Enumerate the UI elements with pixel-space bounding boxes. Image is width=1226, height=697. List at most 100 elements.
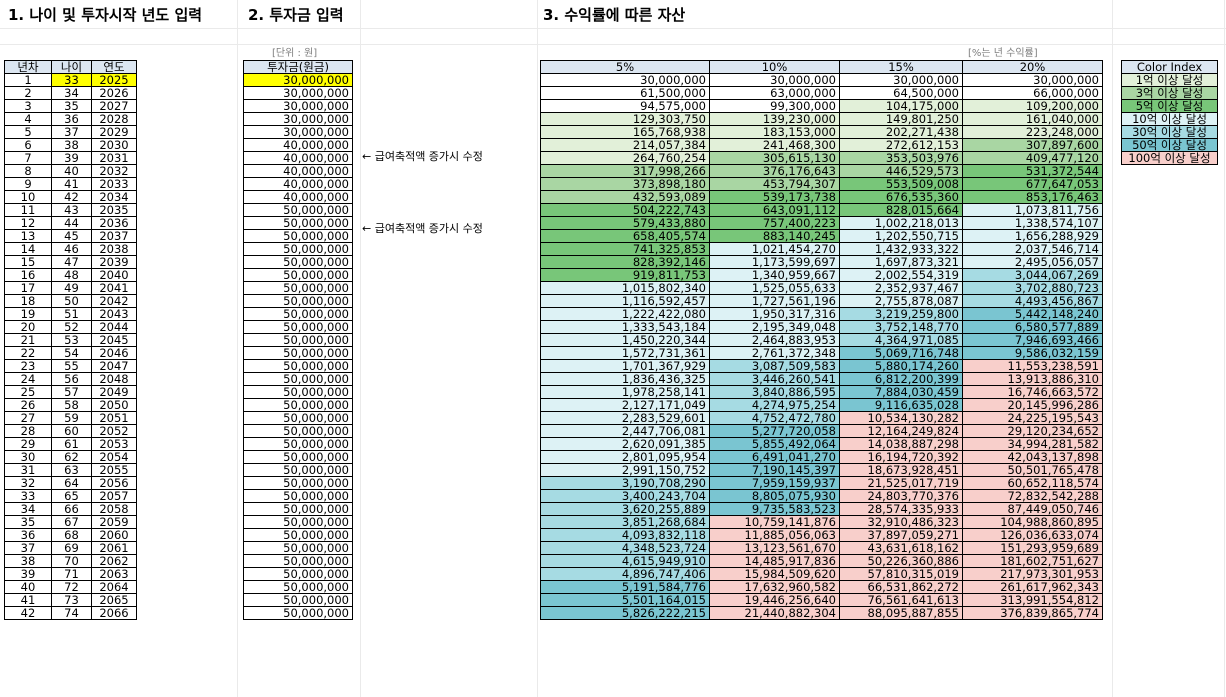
cell-year: 2035 (91, 203, 137, 217)
cell-year-index: 28 (4, 424, 52, 438)
table-row: 741,325,853 1,021,454,270 1,432,933,322 2,0… (540, 242, 1103, 256)
cell-year-index: 29 (4, 437, 52, 451)
table-row: 50,000,000 (243, 528, 353, 542)
cell-principal: 30,000,000 (243, 125, 353, 139)
cell-year-index: 18 (4, 294, 52, 308)
cell-age: 49 (51, 281, 92, 295)
table-row: 4,615,949,910 14,485,917,836 50,226,360,88… (540, 554, 1103, 568)
table-row: 50,000,000 (243, 255, 353, 269)
table-row: 579,433,880 757,400,223 1,002,218,013 1,338… (540, 216, 1103, 230)
cell-asset-rate-5: 1,333,543,184 (540, 320, 710, 334)
cell-asset-rate-20: 9,586,032,159 (962, 346, 1103, 360)
cell-asset-rate-10: 7,959,159,937 (709, 476, 840, 490)
table-row: 50,000,000 (243, 515, 353, 529)
cell-asset-rate-5: 3,400,243,704 (540, 489, 710, 503)
table-row: 28 60 2052 (4, 424, 137, 438)
table-row: 2,620,091,385 5,855,492,064 14,038,887,298… (540, 437, 1103, 451)
cell-year: 2060 (91, 528, 137, 542)
cell-year-index: 37 (4, 541, 52, 555)
table-header-row: 년차 나이 연도 (4, 60, 137, 74)
cell-age: 71 (51, 567, 92, 581)
cell-principal: 50,000,000 (243, 476, 353, 490)
cell-year: 2033 (91, 177, 137, 191)
age-year-table: 년차 나이 연도 1 33 2025 2 34 2026 3 35 2027 4 36 2028 5 37… (4, 60, 137, 620)
cell-age: 69 (51, 541, 92, 555)
table-row: 2,991,150,752 7,190,145,397 18,673,928,451… (540, 463, 1103, 477)
cell-year: 2030 (91, 138, 137, 152)
table-row: 50,000,000 (243, 307, 353, 321)
cell-asset-rate-10: 17,632,960,582 (709, 580, 840, 594)
cell-asset-rate-10: 139,230,000 (709, 112, 840, 126)
cell-year-index: 2 (4, 86, 52, 100)
table-row: 828,392,146 1,173,599,697 1,697,873,321 2,4… (540, 255, 1103, 269)
table-row: 8 40 2032 (4, 164, 137, 178)
table-row: 40 72 2064 (4, 580, 137, 594)
table-row: 11 43 2035 (4, 203, 137, 217)
cell-year: 2026 (91, 86, 137, 100)
cell-year: 2045 (91, 333, 137, 347)
cell-asset-rate-15: 43,631,618,162 (839, 541, 963, 555)
cell-asset-rate-5: 5,826,222,215 (540, 606, 710, 620)
table-row: 23 55 2047 (4, 359, 137, 373)
table-row: 3 35 2027 (4, 99, 137, 113)
cell-asset-rate-20: 20,145,996,286 (962, 398, 1103, 412)
cell-year: 2053 (91, 437, 137, 451)
cell-asset-rate-15: 3,752,148,770 (839, 320, 963, 334)
cell-principal: 40,000,000 (243, 190, 353, 204)
cell-asset-rate-20: 376,839,865,774 (962, 606, 1103, 620)
table-row: 40,000,000 (243, 190, 353, 204)
cell-asset-rate-10: 3,840,886,595 (709, 385, 840, 399)
cell-asset-rate-15: 1,432,933,322 (839, 242, 963, 256)
cell-asset-rate-20: 5,442,148,240 (962, 307, 1103, 321)
cell-asset-rate-20: 66,000,000 (962, 86, 1103, 100)
cell-asset-rate-20: 16,746,663,572 (962, 385, 1103, 399)
table-row: 50,000,000 (243, 424, 353, 438)
cell-asset-rate-10: 10,759,141,876 (709, 515, 840, 529)
cell-principal: 50,000,000 (243, 528, 353, 542)
cell-age: 67 (51, 515, 92, 529)
cell-asset-rate-5: 504,222,743 (540, 203, 710, 217)
cell-age: 72 (51, 580, 92, 594)
cell-asset-rate-20: 161,040,000 (962, 112, 1103, 126)
table-row: 1,015,802,340 1,525,055,633 2,352,937,467 3… (540, 281, 1103, 295)
cell-age: 70 (51, 554, 92, 568)
cell-asset-rate-20: 1,338,574,107 (962, 216, 1103, 230)
table-row: 4,348,523,724 13,123,561,670 43,631,618,16… (540, 541, 1103, 555)
table-row: 50,000,000 (243, 567, 353, 581)
cell-asset-rate-10: 30,000,000 (709, 73, 840, 87)
table-row: 50,000,000 (243, 372, 353, 386)
cell-asset-rate-15: 446,529,573 (839, 164, 963, 178)
cell-principal: 50,000,000 (243, 307, 353, 321)
cell-asset-rate-20: 104,988,860,895 (962, 515, 1103, 529)
cell-asset-rate-20: 60,652,118,574 (962, 476, 1103, 490)
cell-asset-rate-10: 3,087,509,583 (709, 359, 840, 373)
header-rate-5: 5% (540, 60, 710, 74)
table-row: 5,191,584,776 17,632,960,582 66,531,862,27… (540, 580, 1103, 594)
table-row: 50,000,000 (243, 294, 353, 308)
cell-asset-rate-5: 214,057,384 (540, 138, 710, 152)
cell-age: 33 (51, 73, 92, 87)
cell-age: 46 (51, 242, 92, 256)
cell-year-index: 4 (4, 112, 52, 126)
cell-year: 2047 (91, 359, 137, 373)
table-row: 50,000,000 (243, 476, 353, 490)
cell-asset-rate-10: 9,735,583,523 (709, 502, 840, 516)
cell-asset-rate-15: 3,219,259,800 (839, 307, 963, 321)
cell-principal: 50,000,000 (243, 216, 353, 230)
cell-year: 2037 (91, 229, 137, 243)
cell-asset-rate-10: 3,446,260,541 (709, 372, 840, 386)
cell-asset-rate-5: 4,093,832,118 (540, 528, 710, 542)
cell-year-index: 19 (4, 307, 52, 321)
cell-age: 42 (51, 190, 92, 204)
cell-principal: 50,000,000 (243, 567, 353, 581)
cell-year-index: 41 (4, 593, 52, 607)
cell-asset-rate-15: 30,000,000 (839, 73, 963, 87)
cell-asset-rate-15: 5,069,716,748 (839, 346, 963, 360)
cell-asset-rate-20: 72,832,542,288 (962, 489, 1103, 503)
cell-asset-rate-15: 828,015,664 (839, 203, 963, 217)
legend-row: 10억 이상 달성 (1121, 112, 1218, 126)
cell-asset-rate-5: 30,000,000 (540, 73, 710, 87)
cell-principal: 50,000,000 (243, 606, 353, 620)
cell-age: 57 (51, 385, 92, 399)
legend-item: 50억 이상 달성 (1121, 138, 1218, 152)
